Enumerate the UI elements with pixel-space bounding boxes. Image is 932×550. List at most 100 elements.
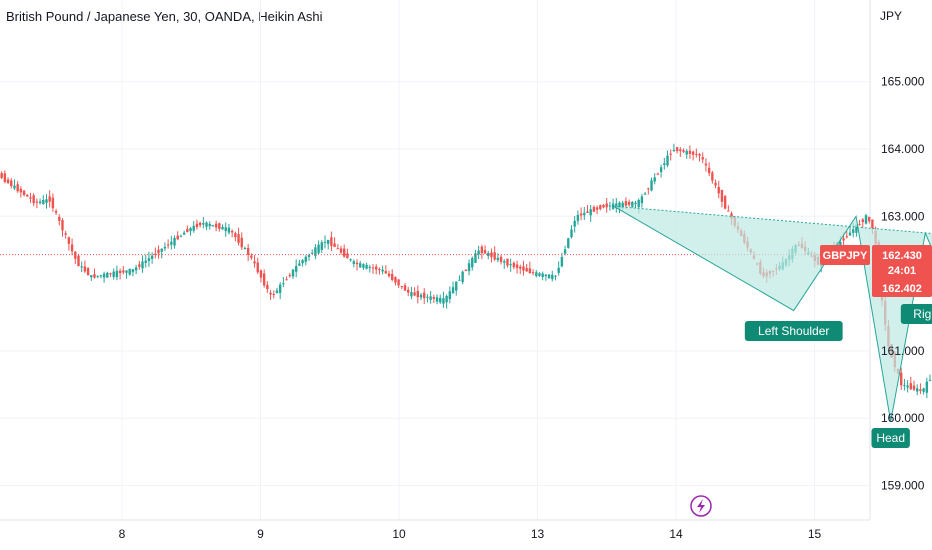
candle-body: [256, 262, 259, 273]
candle-body: [413, 292, 416, 296]
candle-body: [528, 268, 532, 274]
candle-body: [672, 149, 676, 151]
candle-body: [602, 204, 605, 208]
candle-body: [717, 187, 720, 194]
candle-body: [99, 275, 103, 277]
candle-body: [307, 255, 311, 257]
y-tick-label: 159.000: [881, 479, 925, 493]
candle-body: [640, 196, 644, 204]
candle-body: [515, 264, 519, 269]
candle-body: [352, 261, 356, 264]
candle-body: [496, 257, 500, 261]
candle-body: [102, 273, 106, 278]
candle-body: [371, 267, 375, 269]
candle-body: [326, 239, 330, 244]
candle-body: [906, 385, 909, 388]
candle-body: [490, 252, 493, 258]
candle-body: [711, 172, 714, 181]
candle-body: [669, 153, 672, 155]
candle-body: [342, 248, 346, 257]
candle-body: [131, 269, 135, 273]
candle-body: [230, 230, 234, 233]
candle-body: [861, 219, 865, 222]
candle-body: [301, 260, 304, 264]
candle-body: [109, 273, 112, 275]
candle-body: [336, 248, 339, 250]
neckline: [613, 205, 932, 235]
candle-body: [86, 268, 90, 276]
label-head-bg: [871, 428, 910, 448]
candle-body: [925, 381, 929, 393]
pattern-fill: [613, 206, 932, 422]
candle-body: [381, 269, 384, 272]
candle-body: [355, 262, 359, 265]
label-right-shoulder: Right Shoulder: [900, 304, 932, 324]
candle-body: [637, 199, 640, 208]
candle-body: [868, 216, 871, 222]
candle-body: [115, 270, 119, 278]
candle-body: [535, 272, 538, 276]
candle-body: [272, 293, 275, 295]
candle-body: [298, 263, 301, 266]
candle-body: [435, 297, 439, 302]
candle-body: [19, 188, 23, 193]
candle-body: [118, 270, 122, 274]
candle-body: [627, 201, 631, 205]
candle-body: [186, 228, 189, 233]
candle-body: [455, 281, 458, 291]
candle-body: [22, 190, 26, 195]
candle-body: [599, 205, 602, 210]
candle-body: [35, 201, 39, 203]
candle-body: [634, 202, 637, 205]
candle-body: [909, 383, 913, 390]
candle-body: [900, 372, 903, 386]
candle-body: [624, 201, 628, 206]
candle-body: [563, 249, 567, 254]
candle-body: [397, 279, 400, 286]
candle-body: [461, 271, 464, 283]
candle-body: [720, 189, 724, 202]
candle-body: [647, 188, 650, 190]
label-left-shoulder: Left Shoulder: [744, 321, 843, 341]
candle-body: [541, 273, 544, 278]
y-tick-label: 164.000: [881, 142, 925, 156]
candle-body: [458, 279, 461, 281]
candle-series: [0, 143, 932, 399]
candle-body: [237, 234, 240, 243]
candle-body: [445, 295, 448, 303]
candle-body: [269, 292, 272, 295]
candle-body: [189, 228, 192, 232]
candle-body: [554, 275, 557, 277]
candle-body: [198, 222, 202, 226]
candle-body: [112, 271, 115, 277]
candle-body: [106, 272, 109, 278]
candle-body: [6, 179, 10, 183]
x-tick-label: 8: [119, 527, 126, 541]
label-right-shoulder-bg: [900, 304, 932, 324]
candle-body: [266, 284, 269, 290]
candle-body: [839, 241, 842, 246]
candle-body: [723, 196, 727, 209]
label-left-shoulder-text: Left Shoulder: [758, 324, 829, 338]
candle-body: [512, 262, 516, 268]
candle-body: [855, 224, 858, 233]
candle-body: [218, 223, 221, 229]
candle-body: [666, 155, 669, 166]
candle-body: [42, 199, 45, 204]
lightning-icon[interactable]: [690, 495, 712, 517]
candle-body: [912, 385, 916, 390]
candle-body: [573, 220, 576, 227]
candle-body: [288, 275, 291, 277]
candle-body: [423, 292, 426, 299]
candle-body: [419, 294, 423, 298]
candle-body: [77, 255, 80, 267]
candle-body: [426, 296, 429, 298]
candle-body: [330, 237, 333, 246]
candle-body: [70, 244, 74, 252]
candle-body: [384, 271, 388, 274]
candle-body: [93, 274, 96, 278]
candle-body: [29, 197, 32, 199]
candle-body: [202, 223, 205, 225]
chart-title: British Pound / Japanese Yen, 30, OANDA,…: [6, 9, 323, 24]
